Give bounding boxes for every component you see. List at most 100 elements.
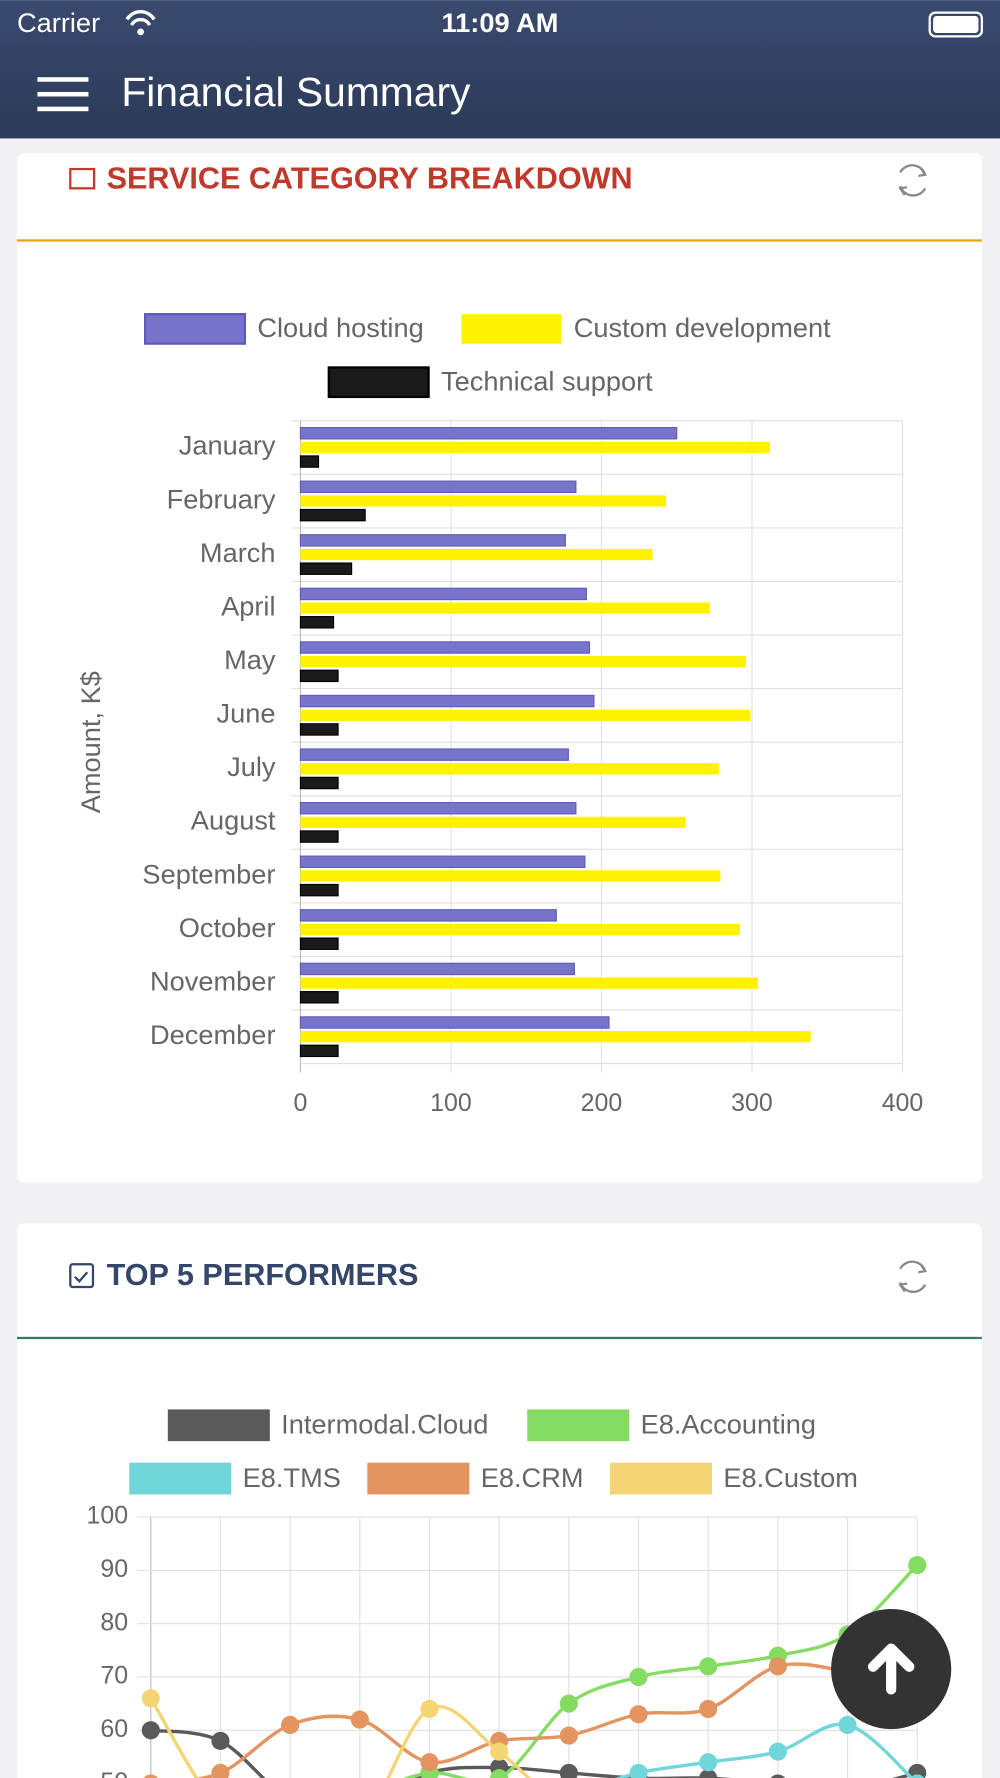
calendar-icon xyxy=(69,1263,95,1289)
y-tick-label: 80 xyxy=(100,1608,128,1636)
data-point xyxy=(490,1769,509,1778)
bar xyxy=(300,548,653,561)
bar xyxy=(299,508,366,522)
bar xyxy=(300,870,721,882)
briefcase-icon xyxy=(69,167,96,190)
data-point xyxy=(211,1731,230,1750)
bar xyxy=(299,534,566,547)
legend-label: E8.CRM xyxy=(481,1462,584,1493)
card-title: TOP 5 PERFORMERS xyxy=(107,1258,419,1292)
x-tick-label: 300 xyxy=(731,1089,773,1117)
series-line xyxy=(150,1728,918,1778)
data-point xyxy=(420,1699,439,1719)
card xyxy=(17,153,982,1183)
battery-level xyxy=(933,15,979,33)
legend-swatch xyxy=(167,1409,270,1442)
data-point xyxy=(281,1715,300,1735)
legend-swatch xyxy=(143,313,247,345)
data-point xyxy=(141,1689,160,1708)
legend-swatch xyxy=(367,1462,470,1495)
x-tick-label: 100 xyxy=(430,1089,472,1117)
bar xyxy=(299,991,339,1004)
bar xyxy=(299,937,339,950)
scroll-top-button[interactable] xyxy=(831,1608,952,1730)
bar xyxy=(300,495,667,507)
bar xyxy=(300,977,759,989)
y-tick-label: July xyxy=(227,751,276,782)
calendar-check xyxy=(74,1271,89,1283)
data-point xyxy=(699,1753,718,1772)
bar xyxy=(299,616,335,629)
bar xyxy=(299,426,678,440)
data-point xyxy=(770,1774,786,1778)
legend-swatch xyxy=(461,314,562,344)
y-tick-label: 60 xyxy=(100,1715,128,1743)
bar xyxy=(300,816,686,829)
data-point xyxy=(629,1763,648,1778)
bar xyxy=(299,723,339,736)
x-tick-label: 0 xyxy=(294,1089,308,1117)
data-point xyxy=(211,1763,230,1778)
arrow-icon xyxy=(867,1643,915,1695)
series-line xyxy=(614,1722,914,1778)
data-point xyxy=(768,1657,787,1676)
refresh-button[interactable] xyxy=(898,164,928,197)
y-tick-label: 50 xyxy=(100,1768,128,1778)
card xyxy=(17,1223,982,1778)
data-point xyxy=(141,1721,160,1740)
wifi-dot xyxy=(137,28,144,36)
menu-button[interactable] xyxy=(37,77,89,112)
y-tick-label: May xyxy=(224,644,276,675)
battery xyxy=(928,11,983,38)
card-title: SERVICE CATEGORY BREAKDOWN xyxy=(107,161,633,195)
y-axis-title: Amount, K$ xyxy=(75,671,106,813)
y-tick-label: November xyxy=(150,965,275,996)
data-point xyxy=(143,1774,158,1778)
wifi-icon xyxy=(125,9,156,26)
legend-label: Technical support xyxy=(441,366,653,397)
bar xyxy=(300,923,740,936)
refresh-button[interactable] xyxy=(898,1260,928,1293)
data-point xyxy=(838,1715,857,1735)
y-tick-label: August xyxy=(191,805,276,836)
card-divider xyxy=(17,239,982,242)
bar xyxy=(299,641,591,654)
data-point xyxy=(908,1556,927,1575)
data-point xyxy=(490,1742,509,1761)
data-point xyxy=(350,1710,369,1729)
menu-bar xyxy=(37,91,89,97)
bar xyxy=(299,830,339,843)
data-point xyxy=(908,1763,927,1778)
data-point xyxy=(629,1705,648,1724)
y-tick-label: December xyxy=(150,1019,275,1050)
bar xyxy=(299,669,339,683)
bar xyxy=(299,455,320,468)
menu-bar xyxy=(37,77,89,82)
bar xyxy=(299,1044,339,1058)
header-bg xyxy=(0,0,1000,139)
y-tick-label: September xyxy=(142,858,275,889)
data-point xyxy=(559,1726,578,1745)
legend-swatch xyxy=(527,1409,630,1442)
legend-label: Intermodal.Cloud xyxy=(281,1409,488,1440)
y-tick-label: March xyxy=(200,537,276,568)
x-tick-label: 400 xyxy=(882,1089,924,1117)
y-tick-label: February xyxy=(167,483,276,514)
bar xyxy=(299,480,577,494)
legend-label: Cloud hosting xyxy=(257,312,423,343)
bar xyxy=(300,656,746,668)
bar xyxy=(299,883,339,897)
legend-swatch xyxy=(327,366,430,399)
bar xyxy=(299,776,339,790)
legend-label: E8.Accounting xyxy=(641,1409,816,1440)
legend-swatch xyxy=(609,1462,713,1495)
data-point xyxy=(768,1742,787,1761)
data-point xyxy=(629,1667,648,1687)
bar xyxy=(299,562,353,575)
bar xyxy=(299,1016,610,1029)
bar xyxy=(299,801,577,815)
bar xyxy=(300,441,771,454)
y-tick-label: 100 xyxy=(87,1502,129,1530)
